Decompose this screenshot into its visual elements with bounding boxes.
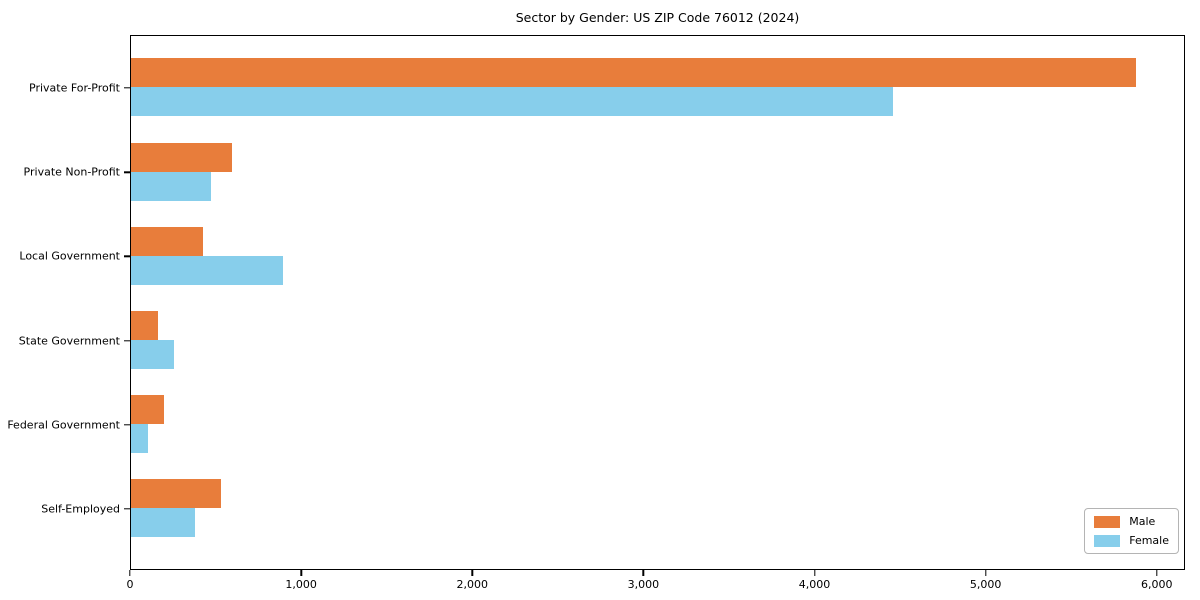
bar-female-4 [131, 340, 174, 369]
y-tick-label: Self-Employed [41, 502, 120, 516]
bar-male-3 [131, 226, 203, 256]
x-tick-label: 5,000 [969, 578, 1002, 591]
bar-female-2 [131, 171, 212, 201]
legend-label: Male [1129, 515, 1156, 528]
legend-item: Male [1094, 515, 1169, 528]
x-tick [471, 570, 473, 576]
y-tick [124, 87, 130, 89]
y-tick-label: Private Non-Profit [23, 165, 120, 179]
y-tick-label: Local Government [19, 249, 120, 263]
y-tick [124, 508, 130, 510]
x-tick [984, 570, 987, 576]
y-tick [124, 171, 130, 173]
y-tick [124, 424, 130, 426]
x-tick-label: 0 [126, 578, 134, 591]
x-tick [129, 570, 131, 576]
bar-male-1 [131, 58, 1136, 88]
x-tick-label: 1,000 [285, 578, 317, 591]
x-tick [813, 570, 816, 576]
x-tick-label: 6,000 [1141, 578, 1173, 591]
legend-item: Female [1094, 534, 1169, 547]
bar-male-6 [131, 479, 221, 509]
bar-female-5 [131, 424, 149, 454]
bar-male-4 [131, 311, 159, 340]
x-tick-label: 3,000 [627, 578, 660, 591]
plot-area: Male Female [130, 35, 1185, 570]
y-tick [124, 255, 130, 258]
y-tick [124, 339, 130, 342]
y-tick-label: Private For-Profit [29, 81, 120, 95]
bar-male-2 [131, 142, 232, 172]
bar-female-3 [131, 255, 284, 285]
x-tick-label: 2,000 [456, 578, 489, 591]
x-tick [642, 570, 645, 576]
bar-female-6 [131, 508, 196, 538]
bar-female-1 [131, 87, 893, 117]
y-tick-label: Federal Government [7, 418, 120, 432]
legend: Male Female [1084, 508, 1179, 554]
x-tick-label: 4,000 [798, 578, 831, 591]
x-tick [1156, 570, 1158, 576]
y-tick-label: State Government [18, 334, 120, 348]
x-tick [300, 570, 302, 576]
legend-swatch-icon [1094, 515, 1121, 528]
bar-male-5 [131, 395, 164, 425]
legend-swatch-icon [1094, 534, 1121, 547]
chart-title: Sector by Gender: US ZIP Code 76012 (202… [515, 10, 800, 25]
legend-label: Female [1129, 534, 1169, 547]
